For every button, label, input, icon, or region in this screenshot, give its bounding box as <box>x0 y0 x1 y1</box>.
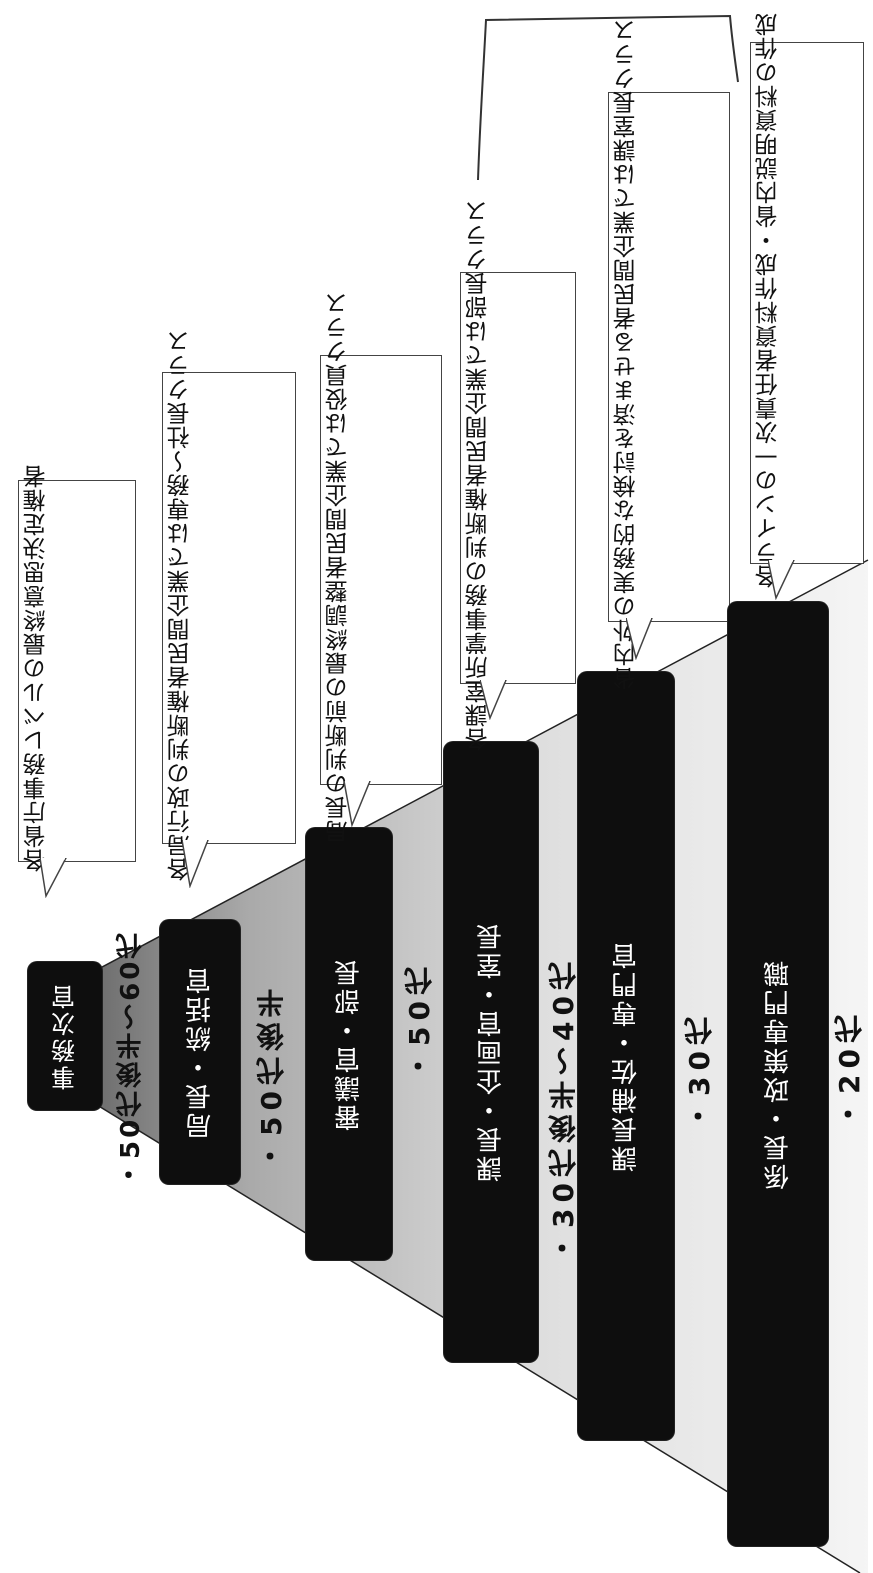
level-bar-kacho: 課長・企画官・室長 <box>444 742 538 1362</box>
level-bar-kakaricho: 係長・政策専門職 <box>728 602 828 1546</box>
callout-line: 最終意思決定権者 <box>24 464 50 656</box>
callout-tail <box>626 618 653 660</box>
level-bar-jimujikan: 事務次官 <box>28 962 102 1110</box>
callout-box: 局長の判断前の最終調整者 民間企業では役員クラス <box>320 291 442 843</box>
level-bar-shingikan: 審議官・部長 <box>306 828 392 1260</box>
callout-text: 局長の判断前の最終調整者 民間企業では役員クラス <box>321 291 441 843</box>
callout-tail <box>40 858 67 898</box>
level-title: 審議官・部長 <box>334 957 365 1131</box>
callout-box: 各局行政の判断権者 民間企業では専務～社長クラス <box>162 329 296 881</box>
callout-text: 省内外の実務的な検討を済ませる者 民間企業では課室長クラス <box>609 18 729 690</box>
level-age: ・50代 <box>403 961 436 1080</box>
callout-tail <box>182 840 209 888</box>
level-bar-kyokucho: 局長・統括官 <box>160 920 240 1184</box>
callout-tail <box>344 781 371 827</box>
level-age: ・50代後半 <box>255 983 288 1170</box>
callout-line: 各省庁事務レベルの <box>24 656 50 872</box>
level-bar-kachohosa: 課長補佐・専門官 <box>578 672 674 1440</box>
callout-tail <box>768 560 795 600</box>
callout-tail <box>480 680 507 720</box>
level-title: 局長・統括官 <box>185 965 216 1139</box>
callout-box: 各ラインの一次責任者 資料作成・省内説明資料の作成 <box>750 12 864 588</box>
callout-line: 民間企業では課室長クラス <box>614 18 640 306</box>
callout-line: 資料作成・省内説明資料の作成 <box>756 12 782 348</box>
callout-box: 各課室所掌事務の判断権者 民間企業では部長クラス <box>460 199 576 751</box>
callout-text: 各課室所掌事務の判断権者 民間企業では部長クラス <box>461 199 575 751</box>
callout-text: 各ラインの一次責任者 資料作成・省内説明資料の作成 <box>751 12 863 588</box>
level-title: 係長・政策専門職 <box>763 958 794 1190</box>
callout-box: 省内外の実務的な検討を済ませる者 民間企業では課室長クラス <box>608 18 730 690</box>
level-age: ・50代後半～60代 <box>116 929 146 1188</box>
callout-line: 各ラインの一次責任者 <box>756 348 782 588</box>
level-age: ・20代 <box>833 1009 866 1128</box>
callout-line: 民間企業では専務～社長クラス <box>168 329 194 665</box>
callout-text: 各局行政の判断権者 民間企業では専務～社長クラス <box>163 329 295 881</box>
level-title: 事務次官 <box>51 982 80 1090</box>
callout-text: 各省庁事務レベルの 最終意思決定権者 <box>19 464 135 872</box>
callout-line: 民間企業では部長クラス <box>466 199 492 463</box>
callout-box: 各省庁事務レベルの 最終意思決定権者 <box>18 464 136 872</box>
callout-line: 民間企業では役員クラス <box>326 291 352 555</box>
level-title: 課長・企画官・室長 <box>476 921 507 1183</box>
level-title: 課長補佐・専門官 <box>611 940 642 1172</box>
level-age: ・30代 <box>683 1011 716 1130</box>
